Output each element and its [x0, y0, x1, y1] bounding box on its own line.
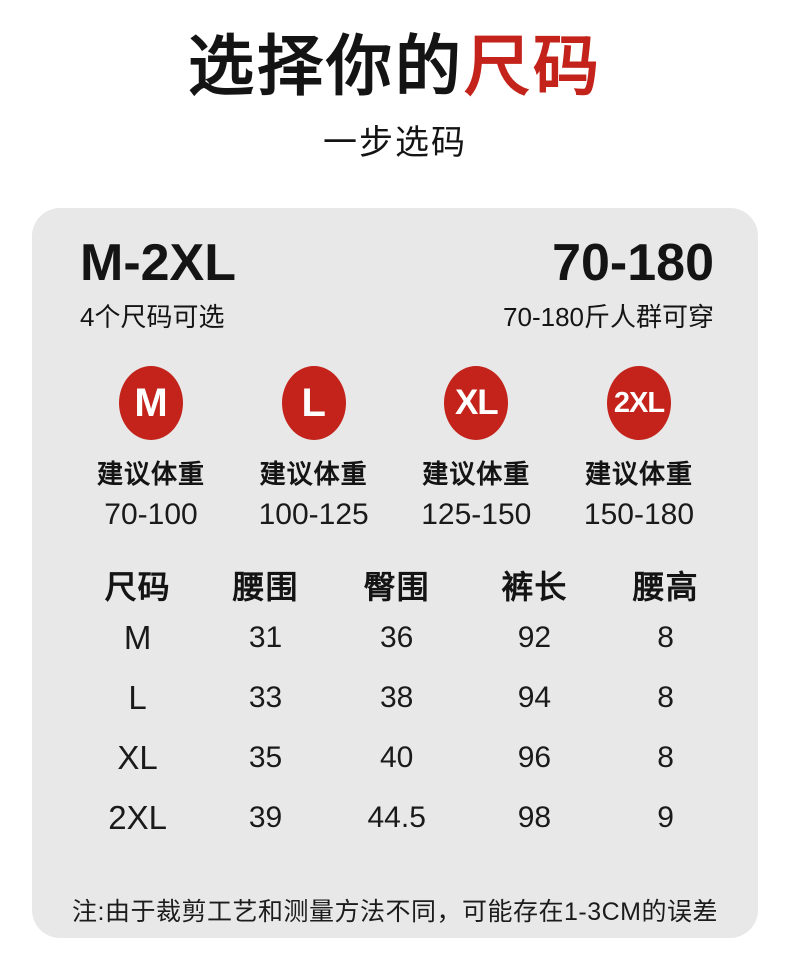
table-cell: 36: [380, 621, 414, 655]
page-title: 选择你的尺码: [0, 30, 790, 103]
table-cell: 92: [517, 621, 552, 655]
table-cell: 8: [657, 621, 674, 655]
table-header-hip: 臀围: [363, 569, 430, 606]
size-badge-2xl: 2XL: [606, 366, 671, 441]
size-options-row: M 建议体重 70-100 L 建议体重 100-125 XL 建议体重 125…: [32, 366, 758, 532]
weight-hint-label: 建议体重: [259, 459, 368, 490]
size-badge-l: L: [281, 366, 346, 441]
table-cell: 8: [657, 681, 674, 715]
table-cell: 9: [657, 801, 674, 835]
page-subtitle: 一步选码: [323, 123, 467, 162]
weight-range-label: 100-125: [258, 498, 369, 532]
size-option-l: L 建议体重 100-125: [251, 366, 377, 532]
weight-range-summary: 70-180 70-180斤人群可穿: [503, 233, 714, 335]
size-option-xl: XL 建议体重 125-150: [413, 366, 539, 532]
size-range-caption: 4个尺码可选: [80, 302, 225, 333]
table-header-rise: 腰高: [632, 569, 699, 606]
table-cell: 44.5: [367, 801, 426, 835]
weight-range-label: 70-100: [104, 498, 198, 532]
weight-hint-label: 建议体重: [96, 459, 205, 490]
table-cell: 98: [517, 801, 552, 835]
table-cell: 39: [248, 801, 283, 835]
table-cell: XL: [117, 739, 158, 777]
size-badge-xl: XL: [444, 366, 509, 441]
table-row-2xl: 2XL 39 44.5 98 9: [72, 788, 728, 848]
note-text: 注:由于裁剪工艺和测量方法不同，可能存在1-3CM的误差: [72, 898, 718, 927]
table-row-m: M 31 36 92 8: [72, 608, 728, 668]
table-cell: 8: [657, 741, 674, 775]
table-cell: 40: [380, 741, 414, 775]
page-title-accent: 尺码: [464, 29, 602, 103]
weight-range-caption: 70-180斤人群可穿: [503, 302, 714, 333]
size-option-m: M 建议体重 70-100: [88, 366, 214, 532]
table-cell: L: [128, 679, 147, 717]
table-header-waist: 腰围: [232, 569, 299, 606]
table-cell: 2XL: [108, 799, 167, 837]
table-header-size: 尺码: [104, 569, 171, 606]
table-cell: 94: [517, 681, 552, 715]
size-table: 尺码 腰围 臀围 裤长 腰高 M 31 36 92 8 L 33 38 94 8: [32, 562, 758, 848]
table-cell: 38: [380, 681, 414, 715]
size-option-2xl: 2XL 建议体重 150-180: [576, 366, 702, 532]
size-badge-m: M: [119, 366, 183, 441]
table-cell: 35: [248, 741, 283, 775]
weight-range-label: 125-150: [421, 498, 532, 532]
summary-row: M-2XL 4个尺码可选 70-180 70-180斤人群可穿: [32, 233, 758, 335]
size-range-summary: M-2XL 4个尺码可选: [80, 233, 236, 335]
table-row-l: L 33 38 94 8: [72, 668, 728, 728]
weight-range-label: 150-180: [583, 498, 695, 532]
size-range-value: M-2XL: [80, 233, 236, 292]
table-header-row: 尺码 腰围 臀围 裤长 腰高: [72, 562, 728, 608]
table-cell: 33: [248, 681, 283, 715]
table-row-xl: XL 35 40 96 8: [72, 728, 728, 788]
weight-hint-label: 建议体重: [584, 459, 693, 490]
weight-hint-label: 建议体重: [422, 459, 531, 490]
table-header-length: 裤长: [501, 569, 568, 606]
table-cell: M: [123, 619, 152, 657]
size-card: M-2XL 4个尺码可选 70-180 70-180斤人群可穿 M 建议体重 7…: [32, 207, 758, 938]
page-header: 选择你的尺码 一步选码: [0, 0, 790, 164]
weight-range-value: 70-180: [552, 233, 714, 292]
table-cell: 31: [248, 621, 283, 655]
page-title-black: 选择你的: [188, 29, 464, 103]
table-cell: 96: [517, 741, 552, 775]
